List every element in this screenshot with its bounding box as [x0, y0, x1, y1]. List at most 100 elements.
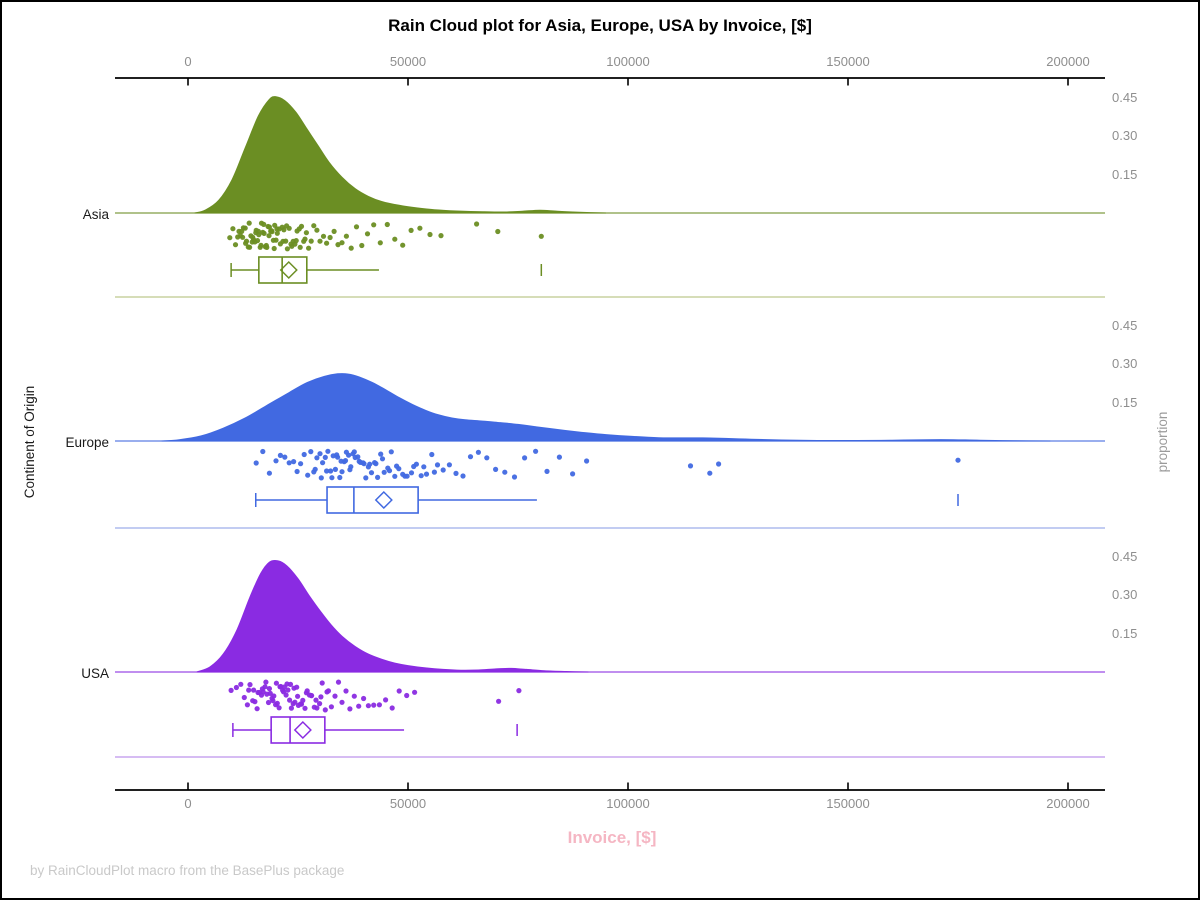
- usa-rain-point: [496, 698, 502, 704]
- proportion-tick-label: 0.30: [1112, 587, 1138, 603]
- asia-rain-point: [353, 224, 360, 230]
- asia-rain-point: [302, 236, 308, 242]
- asia-rain-point: [256, 232, 262, 238]
- usa-rain-point: [313, 697, 319, 703]
- asia-rain-point: [377, 240, 383, 246]
- usa-mean-diamond: [293, 720, 312, 740]
- usa-rain-point: [246, 687, 252, 693]
- asia-rain-point: [392, 236, 398, 242]
- chart-title: Rain Cloud plot for Asia, Europe, USA by…: [388, 16, 812, 35]
- usa-rain-point: [252, 699, 258, 705]
- europe-rain-point: [584, 458, 590, 464]
- asia-rain-point: [247, 244, 253, 250]
- asia-rain-point: [243, 238, 250, 244]
- usa-rain-point: [276, 705, 282, 711]
- usa-rain-point: [251, 687, 257, 693]
- category-label-asia: Asia: [82, 207, 109, 222]
- proportion-tick-label: 0.15: [1112, 166, 1138, 182]
- europe-rain-point: [440, 467, 446, 473]
- asia-rain-point: [343, 233, 349, 239]
- asia-rain-point: [474, 221, 480, 227]
- europe-rain-point: [320, 460, 326, 466]
- europe-rain-point: [318, 475, 324, 481]
- proportion-tick-label: 0.30: [1112, 128, 1138, 144]
- europe-rain-point: [386, 468, 393, 474]
- asia-rain-point: [242, 225, 248, 231]
- asia-rain-point: [246, 220, 252, 226]
- usa-rain-point: [339, 699, 345, 705]
- asia-rain-point: [335, 242, 341, 248]
- europe-rain-point: [404, 473, 410, 479]
- usa-rain-point: [304, 688, 310, 694]
- europe-rain-point: [434, 462, 441, 468]
- usa-rain-point: [319, 680, 325, 686]
- europe-rain-point: [533, 448, 539, 454]
- proportion-tick-label: 0.15: [1112, 394, 1138, 410]
- europe-rain-point: [556, 454, 563, 460]
- usa-rain-point: [351, 693, 357, 699]
- y-axis-label: Continent of Origin: [22, 385, 37, 499]
- usa-rain-point: [274, 700, 280, 706]
- europe-rain-point: [502, 469, 508, 475]
- usa-rain-point: [332, 693, 338, 699]
- europe-rain-point: [351, 449, 357, 455]
- europe-rain-point: [273, 458, 279, 464]
- asia-density-cloud: [194, 96, 607, 214]
- europe-rain-point: [522, 455, 528, 461]
- europe-rain-point: [294, 468, 300, 475]
- europe-rain-point: [408, 470, 415, 476]
- usa-rain-point: [389, 705, 395, 711]
- usa-rain-point: [396, 688, 402, 694]
- europe-rain-point: [291, 459, 297, 465]
- proportion-tick-label: 0.45: [1112, 90, 1138, 106]
- x-tick-label-top: 0: [184, 54, 192, 69]
- europe-rain-point: [379, 456, 386, 462]
- europe-rain-point: [253, 460, 259, 466]
- asia-rain-point: [258, 242, 264, 248]
- europe-rain-point: [317, 451, 323, 457]
- asia-rain-point: [227, 235, 233, 241]
- europe-density-cloud: [161, 373, 1051, 442]
- asia-rain-point: [314, 227, 320, 233]
- asia-rain-point: [324, 240, 330, 246]
- usa-rain-point: [228, 687, 234, 694]
- europe-rain-point: [367, 461, 373, 467]
- asia-rain-point: [298, 223, 305, 229]
- europe-rain-point: [260, 448, 266, 455]
- europe-rain-point: [511, 474, 518, 480]
- asia-rain-point: [327, 234, 333, 241]
- x-tick-label-bottom: 200000: [1046, 796, 1090, 811]
- proportion-tick-label: 0.45: [1112, 549, 1138, 565]
- europe-rain-point: [277, 452, 283, 458]
- europe-rain-point: [707, 470, 713, 476]
- asia-rain-point: [311, 223, 317, 229]
- usa-rain-point: [516, 688, 522, 694]
- europe-rain-point: [460, 473, 466, 479]
- asia-rain-point: [286, 225, 292, 231]
- usa-rain-point: [347, 706, 353, 712]
- europe-rain-point: [421, 464, 427, 470]
- europe-rain-point: [378, 451, 384, 457]
- asia-rain-point: [274, 230, 280, 236]
- europe-rain-point: [429, 451, 435, 458]
- europe-rain-point: [328, 468, 334, 474]
- asia-rain-point: [427, 231, 433, 238]
- europe-rain-point: [346, 452, 352, 458]
- usa-rain-point: [292, 699, 298, 705]
- usa-rain-point: [254, 706, 260, 712]
- x-tick-label-bottom: 100000: [606, 796, 650, 811]
- proportion-tick-label: 0.45: [1112, 318, 1138, 334]
- asia-rain-point: [297, 244, 303, 250]
- usa-rain-point: [285, 687, 291, 693]
- europe-rain-point: [373, 461, 379, 467]
- usa-rain-point: [241, 694, 247, 701]
- europe-rain-point: [418, 473, 424, 479]
- europe-rain-point: [453, 470, 459, 476]
- europe-rain-point: [332, 466, 338, 472]
- usa-rain-point: [322, 707, 328, 713]
- usa-rain-point: [233, 684, 239, 691]
- usa-rain-point: [404, 692, 410, 699]
- europe-mean-diamond: [374, 490, 393, 510]
